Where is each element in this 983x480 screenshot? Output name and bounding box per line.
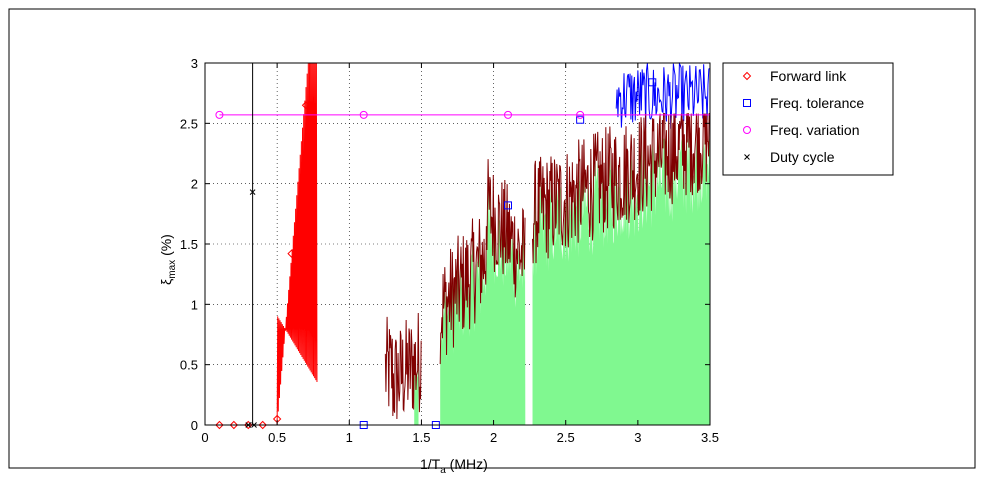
marker-diamond — [301, 101, 311, 110]
marker-diamond — [287, 249, 296, 258]
marker-square — [504, 201, 512, 210]
legend-label: Freq. tolerance — [770, 95, 864, 111]
x-tick-label: 0 — [201, 430, 208, 445]
x-tick-label: 2 — [490, 430, 497, 445]
marker-x — [744, 154, 750, 160]
marker-circle — [743, 126, 751, 134]
marker-x — [249, 189, 256, 195]
x-tick-label: 3.5 — [701, 430, 719, 445]
marker-circle — [215, 110, 224, 119]
y-tick-label: 3 — [191, 56, 198, 71]
x-axis-label: 1/Ta (MHz) — [420, 456, 488, 475]
x-tick-label: 2.5 — [557, 430, 575, 445]
y-tick-label: 2.5 — [180, 116, 198, 131]
marker-diamond — [215, 420, 224, 430]
marker-circle — [576, 110, 585, 119]
marker-layer — [215, 78, 657, 430]
x-tick-label: 3 — [634, 430, 641, 445]
legend-label: Duty cycle — [770, 149, 835, 165]
x-tick-label: 1.5 — [412, 430, 430, 445]
y-axis-label: ξmax (%) — [158, 234, 178, 285]
legend: Forward link Freq. tolerance Freq. variati… — [722, 62, 894, 176]
marker-diamond — [229, 420, 239, 430]
x-tick-label: 0.5 — [268, 430, 286, 445]
marker-circle — [504, 110, 512, 119]
x-tick-label: 1 — [346, 430, 353, 445]
marker-diamond — [258, 420, 267, 430]
marker-square — [648, 78, 657, 87]
y-tick-label: 0.5 — [180, 358, 198, 373]
axis-ticks: 0 0.5 1 1.5 2 2.5 3 3.5 0 0.5 1 1.5 2 2.5 3 — [180, 56, 719, 445]
freq-tolerance-line — [615, 61, 710, 129]
marker-diamond — [244, 420, 253, 430]
y-tick-label: 1.5 — [180, 237, 198, 252]
forward-link-line — [269, 62, 318, 426]
y-tick-label: 1 — [191, 297, 198, 312]
legend-label: Forward link — [770, 68, 847, 84]
y-tick-label: 2 — [191, 177, 198, 192]
legend-label: Freq. variation — [770, 122, 859, 138]
line-layer — [219, 61, 710, 426]
marker-circle — [359, 110, 368, 119]
envelope-line — [384, 113, 710, 419]
y-tick-label: 0 — [191, 418, 198, 433]
fill-region — [414, 322, 419, 425]
marker-diamond — [742, 71, 752, 81]
marker-square — [576, 115, 585, 124]
legend-box — [722, 62, 894, 176]
marker-square — [743, 99, 751, 107]
legend-entries: Forward link Freq. tolerance Freq. variati… — [742, 68, 864, 165]
fill-region — [532, 138, 710, 425]
